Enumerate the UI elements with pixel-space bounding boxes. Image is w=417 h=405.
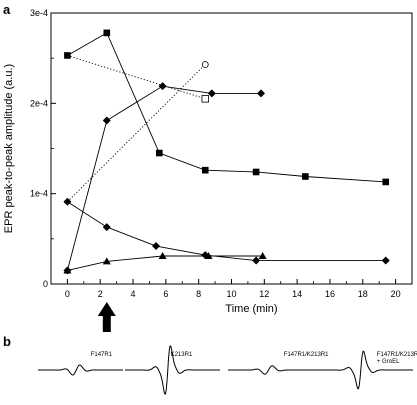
square-marker — [103, 29, 111, 37]
series-line — [67, 64, 206, 203]
x-tick-label: 0 — [65, 289, 70, 299]
square-marker — [382, 178, 390, 186]
series-line — [66, 85, 262, 271]
diamond-marker — [257, 89, 266, 98]
square-marker — [252, 168, 260, 176]
plot-frame — [50, 12, 413, 285]
x-tick-label: 8 — [196, 289, 201, 299]
square-marker — [201, 166, 209, 174]
diamond-marker — [207, 89, 216, 98]
x-tick-label: 20 — [391, 289, 401, 299]
panel-label-b: b — [3, 334, 11, 349]
trace-label: F147R1 — [91, 352, 113, 358]
x-tick-label: 12 — [259, 289, 269, 299]
series-line — [67, 55, 206, 100]
square-marker — [302, 173, 309, 180]
series-1 — [64, 29, 390, 186]
y-tick-label: 3e-4 — [30, 8, 48, 18]
y-tick-label: 0 — [43, 279, 48, 289]
open-circle-marker — [201, 61, 209, 68]
trace-label: K213R1 — [171, 352, 193, 358]
series-5 — [67, 55, 209, 103]
x-tick-label: 16 — [325, 289, 335, 299]
epr-amplitude-chart: 0 2 4 6 8 10 12 14 16 18 20 0 1e-4 2e-4 3e-4 Time (min)… — [3, 8, 413, 315]
epr-spectrum-line — [125, 345, 220, 395]
arrow-up-icon — [97, 302, 116, 332]
x-tick-label: 18 — [358, 289, 368, 299]
diamond-marker — [152, 242, 161, 251]
x-tick-label: 6 — [163, 289, 168, 299]
x-tick-label: 14 — [292, 289, 302, 299]
triangle-marker — [158, 251, 167, 259]
triangle-marker — [102, 257, 111, 265]
triangle-marker — [258, 251, 267, 259]
epr-trace-2: K213R1 — [125, 345, 220, 395]
panel-label-a: a — [3, 2, 11, 17]
y-tick-label: 2e-4 — [30, 98, 48, 108]
triangle-marker — [204, 251, 213, 259]
series-2 — [63, 82, 266, 275]
series-line — [67, 201, 386, 261]
series-4 — [63, 251, 267, 274]
diamond-marker — [381, 256, 390, 265]
x-axis-label: Time (min) — [225, 303, 277, 315]
diamond-marker — [252, 256, 261, 265]
y-axis-label: EPR peak-to-peak amplitude (a.u.) — [3, 64, 15, 233]
x-tick-label: 4 — [131, 289, 136, 299]
diamond-marker — [102, 223, 111, 232]
series-3 — [63, 197, 390, 265]
diamond-marker — [158, 82, 167, 91]
epr-trace-1: F147R1 — [38, 352, 123, 376]
series-line — [67, 32, 386, 183]
trace-label: F147R1/K213R1 — [284, 352, 329, 358]
x-tick-label: 10 — [226, 289, 236, 299]
open-square-marker — [201, 95, 209, 103]
epr-spectrum-line — [228, 365, 318, 375]
arrow-annotation-layer — [97, 302, 116, 332]
epr-trace-3: F147R1/K213R1 — [228, 352, 329, 375]
trace-label-line2: + GroEL — [377, 359, 400, 365]
diamond-marker — [102, 116, 111, 125]
square-marker — [156, 149, 163, 157]
triangle-marker — [63, 266, 72, 274]
epr-trace-4: F147R1/K213R1+ GroEL — [318, 350, 417, 390]
epr-spectrum-line — [318, 350, 413, 390]
x-tick-label: 2 — [98, 289, 103, 299]
epr-spectrum-line — [38, 364, 123, 376]
trace-label: F147R1/K213R1 — [377, 352, 417, 358]
series-6 — [67, 61, 209, 203]
epr-spectra-panel: F147R1K213R1F147R1/K213R1F147R1/K213R1+ … — [38, 345, 417, 395]
y-tick-label: 1e-4 — [30, 189, 48, 199]
